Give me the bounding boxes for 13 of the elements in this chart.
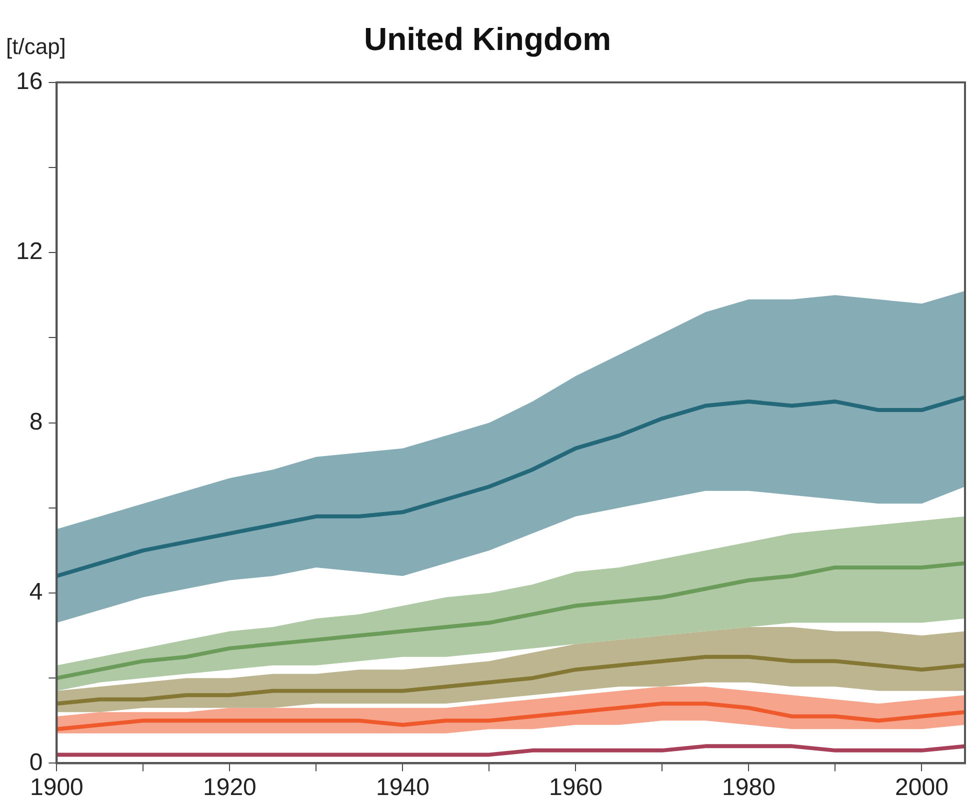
x-tick-label: 2000: [895, 774, 948, 802]
x-tick-label: 1920: [203, 774, 256, 802]
x-tick-label: 1900: [30, 774, 84, 802]
y-tick-label: 16: [16, 68, 43, 96]
y-tick-label: 0: [29, 748, 43, 776]
chart-title: United Kingdom: [364, 21, 612, 58]
x-tick-label: 1980: [722, 774, 776, 802]
x-tick-label: 1940: [376, 774, 430, 802]
y-tick-label: 4: [29, 578, 43, 606]
y-tick-label: 12: [16, 238, 43, 266]
y-tick-label: 8: [29, 408, 43, 436]
x-tick-label: 1960: [549, 774, 602, 802]
y-axis-title: [t/cap]: [6, 34, 66, 60]
